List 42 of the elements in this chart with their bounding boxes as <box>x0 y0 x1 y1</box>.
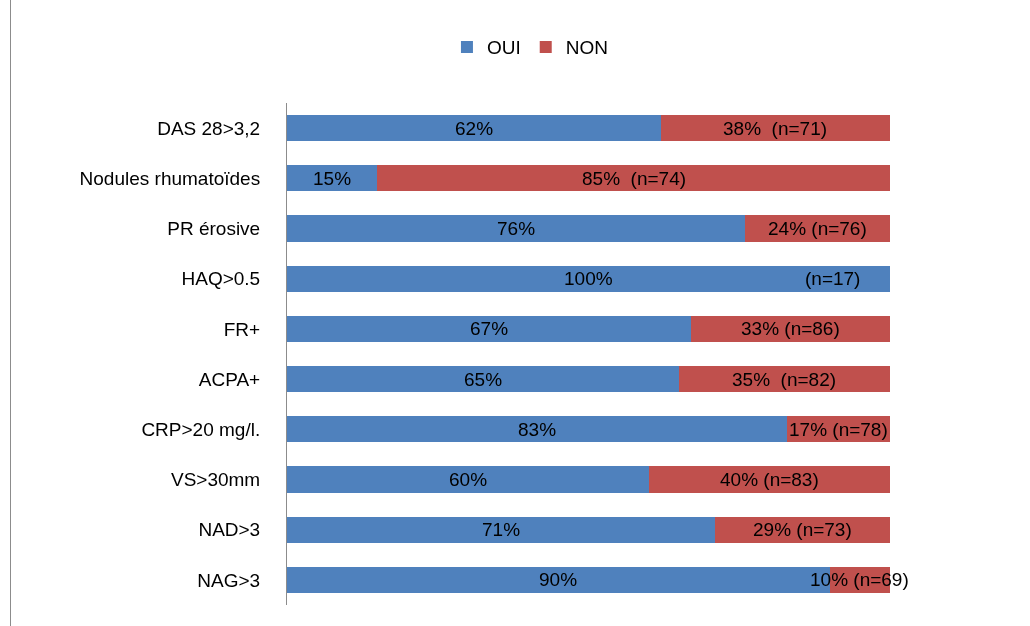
y-tick-label: CRP>20 mg/l. <box>141 418 261 440</box>
data-label: 15% <box>313 168 352 189</box>
y-tick-label: FR+ <box>223 318 261 340</box>
data-label: 29% (n=73) <box>753 519 852 540</box>
y-tick-label: Nodules rhumatoïdes <box>79 167 261 189</box>
data-label: 100% <box>564 268 613 289</box>
data-label: 71% <box>482 519 521 540</box>
data-label: 60% <box>449 469 488 490</box>
y-tick-label: DAS 28>3,2 <box>157 117 261 139</box>
data-label: 35% (n=82) <box>732 369 837 390</box>
legend-label: NON <box>565 37 608 59</box>
data-label: 62% <box>455 118 494 139</box>
bar <box>660 115 890 142</box>
legend-label: OUI <box>486 37 521 59</box>
data-label: 76% <box>497 218 536 239</box>
y-tick-label: ACPA+ <box>198 368 261 390</box>
data-label: 67% <box>470 318 509 339</box>
y-tick-label: PR érosive <box>167 218 261 240</box>
bar <box>287 516 716 543</box>
bar <box>287 215 746 242</box>
data-label: 33% (n=86) <box>741 318 840 339</box>
data-label: 65% <box>464 369 503 390</box>
y-tick-label: NAD>3 <box>198 519 261 541</box>
data-label: 83% <box>518 419 557 440</box>
data-label: 85% (n=74) <box>582 168 687 189</box>
y-tick-label: VS>30mm <box>170 469 261 491</box>
bar <box>287 466 649 493</box>
annotation: (n=17) <box>805 268 861 289</box>
y-tick-label: NAG>3 <box>197 569 261 591</box>
data-label: 24% (n=76) <box>768 218 867 239</box>
data-label: 17% (n=78) <box>789 419 888 440</box>
bar <box>287 115 661 142</box>
bar <box>287 416 788 443</box>
bar <box>648 466 890 493</box>
bar <box>287 315 692 342</box>
bar <box>377 165 890 192</box>
data-label: 90% <box>539 569 578 590</box>
y-tick-label: HAQ>0.5 <box>181 268 261 290</box>
data-label: 38% (n=71) <box>723 118 828 139</box>
bar <box>287 265 890 292</box>
bar <box>287 366 679 393</box>
data-label: 40% (n=83) <box>720 469 819 490</box>
